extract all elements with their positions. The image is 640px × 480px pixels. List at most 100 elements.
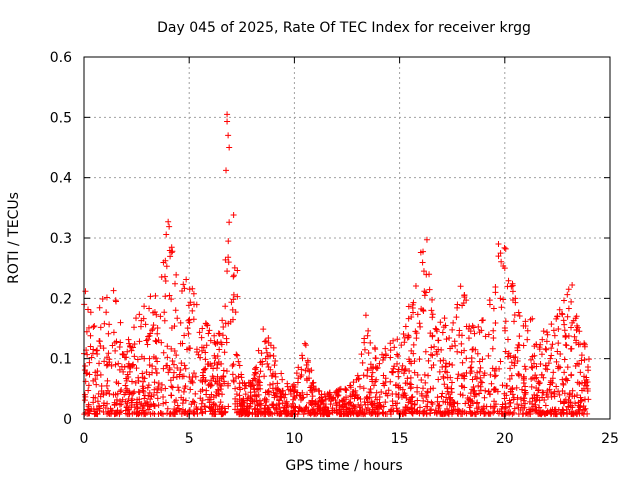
data-point [405, 303, 412, 310]
data-point [561, 321, 568, 328]
data-point [393, 390, 400, 397]
data-point [257, 368, 264, 375]
data-point [232, 309, 239, 316]
data-point [542, 402, 549, 409]
data-point [117, 398, 124, 405]
data-point [394, 351, 401, 358]
data-point [428, 344, 435, 351]
data-point [319, 397, 326, 404]
data-point [512, 295, 519, 302]
data-point [87, 343, 94, 350]
data-point [584, 364, 591, 371]
data-point [133, 401, 140, 408]
data-point [428, 406, 435, 413]
data-point [559, 376, 566, 383]
data-point [543, 410, 550, 417]
data-point [174, 402, 181, 409]
data-point [164, 354, 171, 361]
data-point [165, 218, 172, 225]
data-point [85, 387, 92, 394]
data-point [477, 374, 484, 381]
data-point [372, 346, 379, 353]
data-point [581, 406, 588, 413]
data-point [262, 337, 269, 344]
data-point [241, 380, 248, 387]
data-point [554, 348, 561, 355]
data-point [178, 360, 185, 367]
data-point [422, 348, 429, 355]
data-point [182, 397, 189, 404]
data-point [90, 405, 97, 412]
data-point [116, 343, 123, 350]
data-point [265, 388, 272, 395]
data-point [173, 397, 180, 404]
data-point [495, 253, 502, 260]
data-point [372, 378, 379, 385]
data-point [487, 410, 494, 417]
data-point [263, 345, 270, 352]
data-point [387, 354, 394, 361]
data-point [507, 352, 514, 359]
data-point [369, 406, 376, 413]
data-point [526, 410, 533, 417]
data-point [124, 411, 131, 418]
data-point [382, 399, 389, 406]
data-point [117, 388, 124, 395]
data-point [309, 380, 316, 387]
data-point [515, 341, 522, 348]
data-point [160, 393, 167, 400]
data-point [87, 309, 94, 316]
data-point [81, 397, 88, 404]
data-point [168, 296, 175, 303]
data-point [364, 367, 371, 374]
data-point [276, 397, 283, 404]
data-point [341, 401, 348, 408]
data-point [502, 348, 509, 355]
data-point [101, 320, 108, 327]
data-point [161, 309, 168, 316]
data-point [190, 316, 197, 323]
data-point [367, 386, 374, 393]
data-point [168, 325, 175, 332]
data-point [355, 375, 362, 382]
data-point [551, 332, 558, 339]
data-point [577, 369, 584, 376]
data-point [442, 409, 449, 416]
data-point [270, 404, 277, 411]
data-point [290, 381, 297, 388]
data-point [167, 377, 174, 384]
data-point [217, 399, 224, 406]
data-point [535, 386, 542, 393]
data-point [289, 400, 296, 407]
data-point [339, 397, 346, 404]
data-point [532, 401, 539, 408]
data-point [501, 265, 508, 272]
data-point [311, 386, 318, 393]
data-point [118, 401, 125, 408]
data-point [463, 355, 470, 362]
data-point [172, 307, 179, 314]
data-point [343, 396, 350, 403]
data-point [381, 382, 388, 389]
data-point [112, 297, 119, 304]
data-point [298, 366, 305, 373]
data-point [282, 391, 289, 398]
data-point [544, 366, 551, 373]
data-point [569, 282, 576, 289]
data-point [528, 383, 535, 390]
data-point [131, 409, 138, 416]
data-point [122, 389, 129, 396]
data-point [402, 323, 409, 330]
data-point [481, 410, 488, 417]
data-point [204, 322, 211, 329]
data-point [387, 378, 394, 385]
data-point [438, 346, 445, 353]
data-point [568, 372, 575, 379]
data-point [185, 302, 192, 309]
data-point [117, 319, 124, 326]
data-point [420, 307, 427, 314]
data-point [548, 345, 555, 352]
data-point [423, 392, 430, 399]
chart-title: Day 045 of 2025, Rate Of TEC Index for r… [157, 20, 531, 36]
data-point [179, 400, 186, 407]
